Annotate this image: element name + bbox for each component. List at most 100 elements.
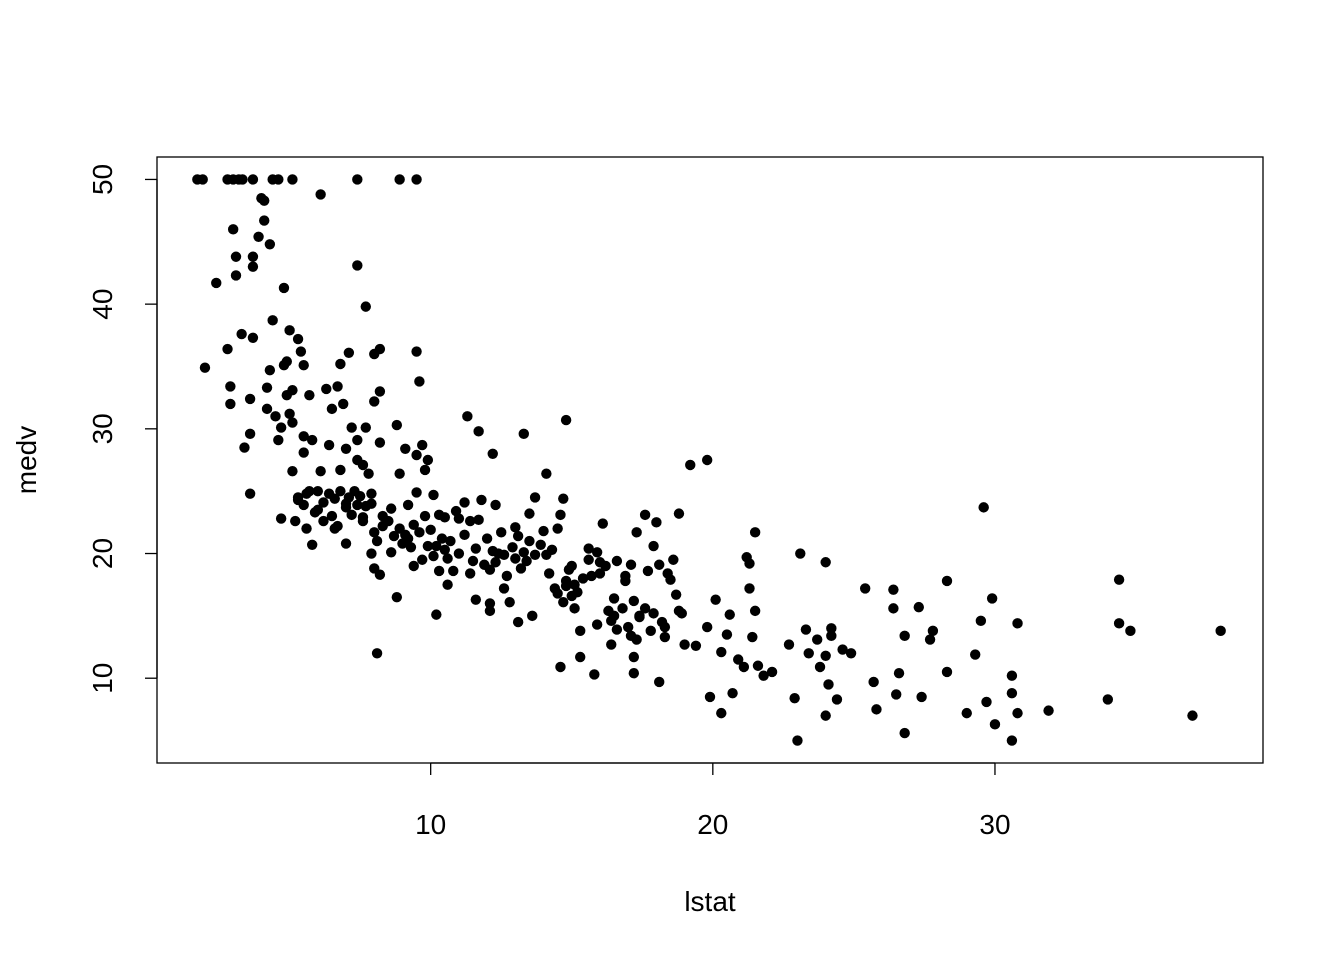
data-point — [298, 431, 309, 442]
data-point — [335, 464, 346, 476]
data-point — [961, 707, 972, 719]
data-point — [391, 419, 403, 431]
data-point — [448, 565, 459, 577]
data-point — [312, 504, 324, 516]
data-point — [473, 426, 484, 437]
data-point — [498, 549, 510, 560]
data-point — [259, 195, 270, 206]
data-point — [498, 583, 510, 594]
data-point — [340, 502, 352, 513]
data-point — [459, 497, 470, 508]
data-point — [611, 555, 623, 567]
data-point — [560, 414, 572, 426]
data-point — [352, 174, 363, 185]
data-point — [512, 616, 524, 628]
data-point — [259, 215, 270, 226]
data-point — [397, 538, 408, 549]
data-point — [340, 538, 352, 549]
data-point — [837, 644, 848, 655]
data-point — [247, 332, 259, 344]
data-point — [572, 586, 583, 598]
data-point — [459, 529, 470, 541]
data-point — [716, 707, 727, 719]
data-point — [1102, 694, 1114, 705]
data-point — [654, 559, 665, 570]
data-point — [941, 575, 953, 587]
data-point — [419, 464, 431, 476]
data-point — [800, 624, 812, 635]
data-point — [369, 527, 380, 538]
data-point — [481, 533, 493, 544]
data-point — [628, 668, 640, 679]
data-point — [402, 499, 414, 511]
data-point — [868, 676, 879, 688]
data-point — [826, 623, 837, 634]
y-tick-label: 40 — [87, 289, 118, 320]
data-point — [845, 648, 857, 659]
data-point — [391, 591, 403, 603]
data-point — [558, 493, 569, 504]
data-point — [744, 583, 755, 594]
data-point — [428, 550, 439, 562]
data-point — [287, 417, 298, 428]
data-point — [247, 174, 259, 185]
data-point — [323, 439, 335, 451]
data-point — [631, 634, 642, 645]
data-point — [814, 661, 826, 673]
data-point — [366, 548, 377, 559]
data-point — [199, 362, 211, 373]
data-point — [888, 603, 899, 614]
data-point — [374, 437, 386, 448]
data-point — [721, 629, 733, 640]
data-point — [197, 174, 208, 185]
data-point — [546, 544, 558, 555]
data-point — [332, 520, 343, 532]
data-point — [306, 434, 318, 446]
data-point — [326, 510, 338, 522]
data-point — [575, 651, 586, 663]
data-point — [521, 555, 532, 567]
data-point — [346, 509, 357, 521]
data-point — [941, 666, 953, 678]
data-point — [888, 584, 899, 595]
data-point — [603, 605, 614, 617]
data-point — [284, 325, 295, 336]
data-point — [823, 679, 834, 690]
data-point — [230, 270, 242, 281]
data-point — [278, 282, 290, 294]
data-point — [363, 468, 374, 479]
data-point — [335, 485, 346, 497]
data-point — [978, 502, 989, 513]
y-tick-label: 50 — [87, 164, 118, 195]
data-point — [360, 422, 371, 433]
data-point — [453, 548, 465, 559]
data-point — [747, 631, 758, 643]
data-point — [374, 569, 386, 580]
data-point — [284, 408, 295, 420]
data-point — [408, 560, 419, 572]
data-point — [315, 189, 326, 200]
data-point — [527, 610, 538, 622]
data-point — [577, 573, 589, 584]
data-point — [701, 621, 713, 633]
data-point — [273, 434, 284, 446]
data-point — [594, 568, 606, 579]
data-point — [766, 666, 778, 678]
data-point — [1187, 710, 1198, 721]
data-point — [733, 654, 744, 665]
data-point — [555, 661, 566, 673]
data-point — [433, 565, 445, 577]
data-point — [738, 661, 750, 673]
data-point — [541, 468, 552, 479]
data-point — [394, 468, 405, 479]
y-tick-label: 20 — [87, 538, 118, 569]
data-point — [244, 428, 256, 440]
data-point — [411, 487, 422, 498]
data-point — [560, 580, 572, 592]
data-point — [304, 485, 315, 497]
data-point — [417, 439, 428, 451]
data-point — [591, 619, 603, 630]
data-point — [648, 540, 659, 552]
data-point — [264, 239, 276, 250]
